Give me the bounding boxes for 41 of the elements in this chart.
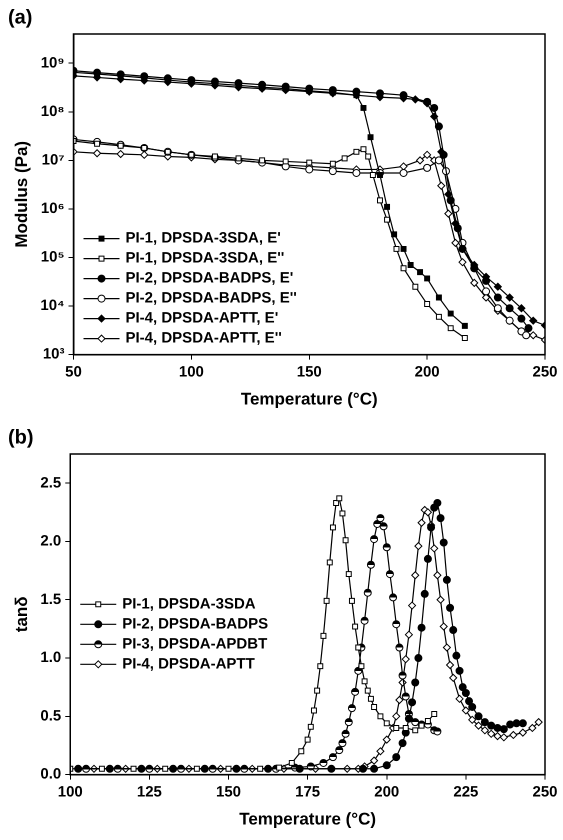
legend-label: PI-2, DPSDA-BADPS <box>122 615 268 632</box>
legend-label: PI-3, DPSDA-APDBT <box>122 635 268 652</box>
x-tick-label: 150 <box>296 364 322 381</box>
x-tick-label: 250 <box>532 784 558 801</box>
x-tick-label: 250 <box>532 364 558 381</box>
y-tick-label: 1.0 <box>40 649 62 666</box>
chart-title: (a) <box>8 6 32 29</box>
x-axis-title: Temperature (°C) <box>240 389 378 408</box>
y-tick-label: 1.5 <box>40 590 62 608</box>
y-tick-label: 0.5 <box>40 707 62 724</box>
y-tick-label: 10⁷ <box>42 152 65 168</box>
legend-label: PI-4, DPSDA-APTT, E' <box>126 310 278 327</box>
y-axis-title: Modulus (Pa) <box>12 140 31 248</box>
y-tick-label: 2.5 <box>40 474 62 492</box>
x-tick-label: 150 <box>216 784 242 801</box>
y-tick-label: 10³ <box>42 346 65 363</box>
x-tick-label: 225 <box>453 784 478 801</box>
y-tick-label: 2.0 <box>40 532 62 550</box>
legend-label: PI-1, DPSDA-3SDA, E'' <box>126 250 284 267</box>
legend-label: PI-2, DPSDA-BADPS, E'' <box>126 290 297 307</box>
x-tick-label: 175 <box>295 784 320 801</box>
x-tick-label: 100 <box>58 784 83 801</box>
legend-label: PI-2, DPSDA-BADPS, E' <box>126 270 294 287</box>
y-tick-label: 10⁴ <box>40 297 65 314</box>
x-tick-label: 200 <box>374 784 400 801</box>
x-axis-title: Temperature (°C) <box>239 809 376 828</box>
x-tick-label: 50 <box>65 364 82 381</box>
y-axis-title: tanδ <box>12 596 31 632</box>
y-tick-label: 10⁹ <box>40 54 65 72</box>
y-tick-label: 10⁵ <box>40 248 65 266</box>
y-tick-label: 0.0 <box>40 766 62 783</box>
x-tick-label: 100 <box>178 364 204 381</box>
x-tick-label: 200 <box>414 364 440 381</box>
y-tick-label: 10⁶ <box>40 200 65 218</box>
legend-label: PI-4, DPSDA-APTT <box>122 655 255 672</box>
legend-label: PI-1, DPSDA-3SDA, E' <box>126 230 281 247</box>
legend-label: PI-1, DPSDA-3SDA <box>122 595 256 612</box>
x-tick-label: 125 <box>136 784 162 801</box>
legend-label: PI-4, DPSDA-APTT, E'' <box>126 330 282 347</box>
y-tick-label: 10⁸ <box>40 102 65 120</box>
chart-title: (b) <box>8 426 34 449</box>
